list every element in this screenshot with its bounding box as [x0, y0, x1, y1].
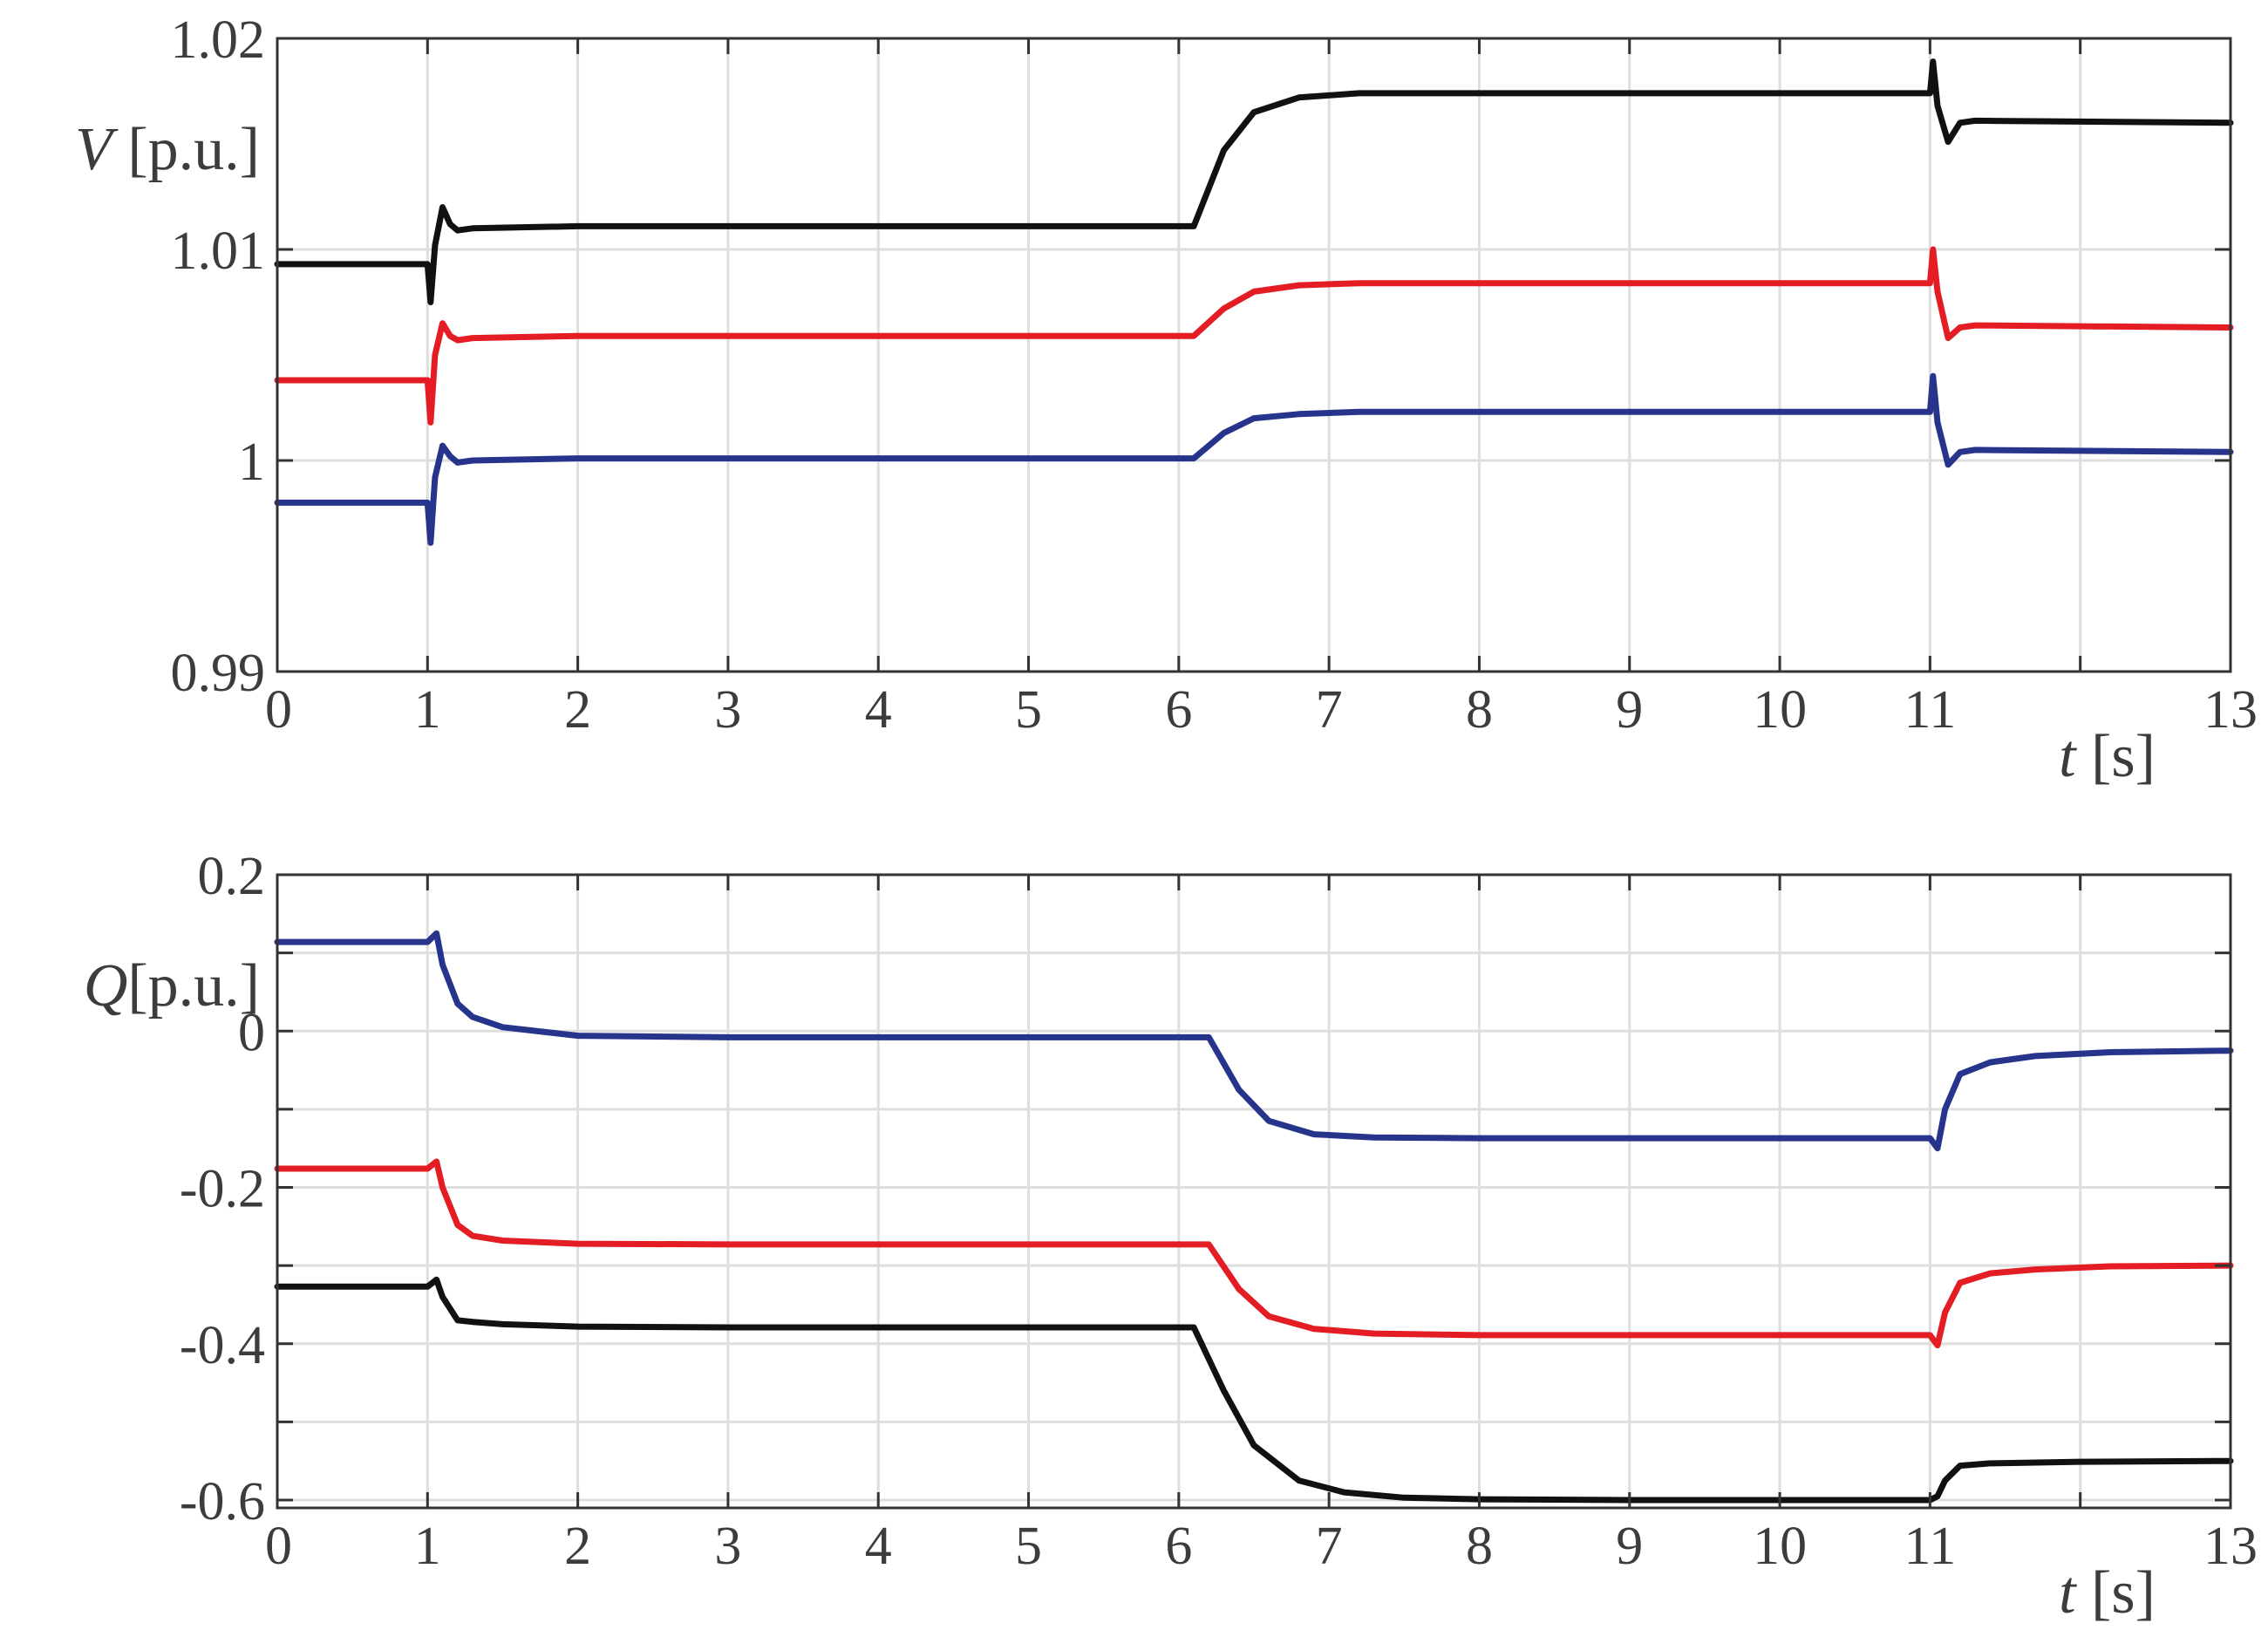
- y-axis-label: Q[p.u.]: [84, 952, 260, 1020]
- x-tick-label-5: 5: [1015, 1517, 1042, 1576]
- x-tick-label-1: 1: [414, 680, 441, 740]
- x-tick-label-6: 6: [1165, 680, 1192, 740]
- x-tick-label-1: 1: [414, 1517, 441, 1576]
- series-line-2: [274, 372, 2234, 546]
- x-tick-label-5: 5: [1015, 680, 1042, 740]
- x-axis-label: t [s]: [2059, 723, 2156, 790]
- y-tick-label-m0p6: -0.6: [180, 1472, 265, 1531]
- y-axis-label-symbol: V: [75, 116, 119, 183]
- x-tick-label-0: 0: [265, 680, 292, 740]
- x-tick-label-13: 13: [2203, 1517, 2258, 1576]
- x-tick-label-7: 7: [1316, 680, 1343, 740]
- x-tick-label-6: 6: [1165, 1517, 1192, 1576]
- series-line-0: [274, 58, 2234, 305]
- reactive-power-panel: 0 1 2 3 4 5 6 7 8 9 10 11 13 -0.6 -0.4 -0.2 0 0.2 Q[p.u.] t…: [84, 847, 2258, 1627]
- y-axis-label-unit: [p.u.]: [112, 116, 260, 183]
- x-tick-label-4: 4: [865, 680, 892, 740]
- x-tick-label-10: 10: [1753, 1517, 1807, 1576]
- x-tick-label-11: 11: [1904, 680, 1957, 740]
- voltage-panel: 0 1 2 3 4 5 6 7 8 9 10 11 13 0.99 1 1.01 1.02 V [p.u.] t […: [75, 10, 2258, 790]
- series-line-1: [274, 246, 2234, 426]
- y-axis-label-symbol: Q: [84, 952, 128, 1020]
- x-tick-label-2: 2: [564, 680, 591, 740]
- x-axis-label-symbol: t: [2059, 723, 2077, 790]
- y-tick-label-1p01: 1.01: [171, 222, 266, 281]
- y-tick-label-1p02: 1.02: [171, 10, 266, 70]
- series-line-2: [274, 1276, 2234, 1504]
- plot-frame: [276, 37, 2232, 673]
- x-axis-label-unit: [s]: [2076, 723, 2156, 790]
- y-axis-label-unit: [p.u.]: [127, 952, 260, 1020]
- x-axis-label-symbol: t: [2059, 1559, 2077, 1627]
- series-line-1: [274, 1158, 2234, 1349]
- x-axis-label: t [s]: [2059, 1559, 2156, 1627]
- series-line-0: [274, 930, 2234, 1152]
- x-tick-label-11: 11: [1904, 1517, 1957, 1576]
- x-tick-label-9: 9: [1616, 680, 1643, 740]
- x-tick-label-7: 7: [1316, 1517, 1343, 1576]
- x-tick-label-3: 3: [714, 680, 741, 740]
- y-tick-label-0p2: 0.2: [198, 847, 266, 906]
- x-tick-label-8: 8: [1466, 680, 1493, 740]
- x-tick-label-8: 8: [1466, 1517, 1493, 1576]
- y-tick-label-m0p4: -0.4: [180, 1316, 265, 1375]
- y-axis-label: V [p.u.]: [75, 116, 260, 183]
- x-axis-label-unit: [s]: [2076, 1559, 2156, 1627]
- x-tick-label-13: 13: [2203, 680, 2258, 740]
- x-tick-label-2: 2: [564, 1517, 591, 1576]
- y-tick-label-1: 1: [238, 433, 265, 492]
- y-tick-label-0: 0: [238, 1003, 265, 1062]
- x-tick-label-3: 3: [714, 1517, 741, 1576]
- x-tick-label-9: 9: [1616, 1517, 1643, 1576]
- y-tick-label-m0p2: -0.2: [180, 1160, 265, 1219]
- x-tick-label-4: 4: [865, 1517, 892, 1576]
- x-tick-label-0: 0: [265, 1517, 292, 1576]
- y-tick-label-0p99: 0.99: [171, 644, 266, 703]
- x-tick-label-10: 10: [1753, 680, 1807, 740]
- plot-frame: [276, 873, 2232, 1510]
